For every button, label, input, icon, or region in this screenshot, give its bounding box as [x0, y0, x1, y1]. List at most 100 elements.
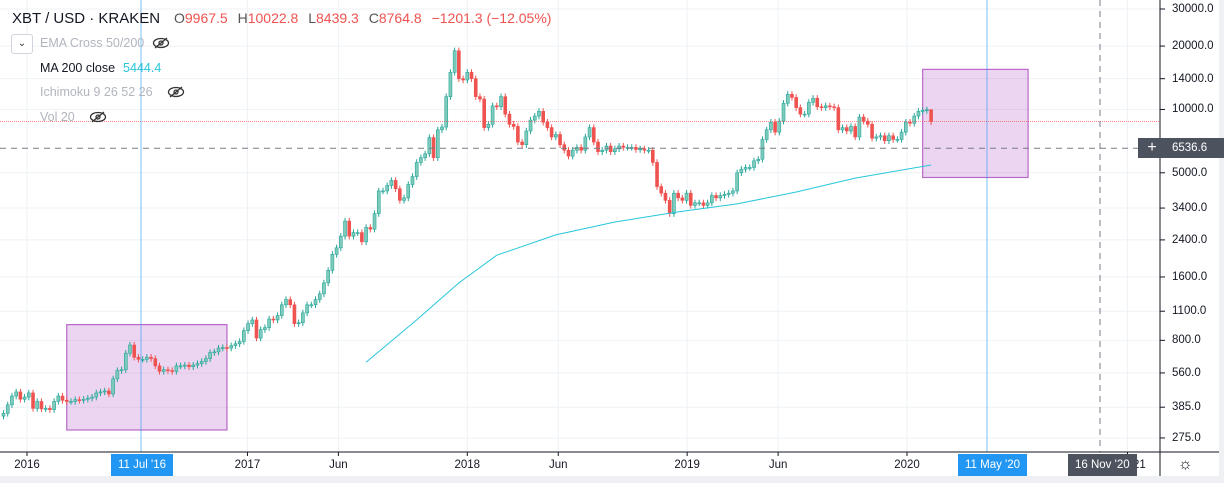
candle-body — [718, 195, 723, 199]
candle-body — [549, 127, 554, 138]
candle — [452, 47, 457, 76]
candle-body — [229, 345, 233, 349]
candle — [655, 159, 659, 190]
candle-body — [773, 121, 777, 133]
candle-body — [1, 413, 6, 417]
high-value: 10022.8 — [247, 10, 299, 26]
candle — [263, 324, 267, 333]
collapse-indicators-button[interactable]: ⌄ — [11, 34, 33, 54]
candle-body — [764, 129, 769, 140]
candle-body — [343, 220, 347, 237]
candle-body — [646, 149, 651, 152]
eye-off-icon[interactable] — [89, 111, 107, 123]
candle-body — [368, 227, 373, 230]
candle-body — [279, 304, 284, 316]
candle-body — [705, 202, 710, 206]
candle — [718, 192, 723, 202]
candle-body — [123, 352, 128, 371]
candle-body — [701, 202, 706, 206]
candle — [381, 187, 385, 195]
candle — [431, 134, 436, 161]
candle-body — [659, 186, 664, 194]
candle — [629, 144, 634, 151]
candle — [94, 389, 99, 401]
add-plus-button[interactable]: + — [1138, 138, 1166, 158]
candle-body — [145, 356, 149, 360]
candle — [469, 69, 474, 82]
rectangle-drawing[interactable] — [66, 324, 228, 431]
candle-body — [330, 254, 335, 271]
candle — [81, 396, 86, 404]
candle — [31, 389, 35, 412]
rectangle-drawing[interactable] — [922, 68, 1029, 179]
candle-body — [132, 344, 137, 358]
candle — [402, 194, 406, 204]
indicator-name: Vol 20 — [40, 110, 75, 124]
candle — [39, 398, 44, 413]
candle-body — [107, 390, 111, 395]
candle-body — [866, 120, 870, 125]
candle — [174, 362, 179, 375]
candle-body — [250, 319, 255, 324]
candle — [448, 69, 453, 100]
candle — [355, 229, 360, 236]
candle-body — [469, 72, 474, 79]
candle — [111, 375, 115, 398]
right-edge — [1219, 0, 1224, 483]
candle — [339, 233, 343, 252]
candle — [777, 117, 782, 136]
candle-body — [410, 176, 415, 185]
candle — [136, 354, 141, 363]
eye-off-icon[interactable] — [152, 37, 170, 49]
candle — [596, 138, 600, 155]
candle-body — [726, 192, 731, 195]
indicator-ichimoku[interactable]: Ichimoku 9 26 52 26 — [40, 85, 185, 99]
overlay-lines — [0, 0, 1160, 452]
indicator-volume[interactable]: Vol 20 — [40, 110, 107, 124]
candle-body — [360, 232, 364, 243]
candle — [558, 131, 562, 148]
candle-body — [566, 149, 571, 157]
candle — [870, 121, 874, 142]
candle — [600, 147, 605, 155]
candle — [123, 350, 128, 373]
candle-body — [111, 378, 115, 395]
candle — [562, 141, 567, 154]
candle — [334, 244, 339, 258]
candle — [246, 320, 250, 334]
y-tick-label: 385.0 — [1172, 401, 1201, 414]
candle — [64, 397, 69, 405]
candle — [275, 312, 280, 324]
candle-body — [870, 123, 874, 139]
candle-body — [43, 408, 48, 410]
eye-off-icon[interactable] — [167, 86, 185, 98]
price-axis[interactable] — [1160, 8, 1165, 439]
marker-time-label-2: 11 May '20 — [958, 454, 1028, 476]
crosshair-time-label: 16 Nov '20 — [1068, 454, 1137, 476]
candle-body — [596, 141, 600, 152]
candle — [351, 229, 356, 240]
candle-body — [495, 105, 499, 108]
candle-body — [322, 282, 326, 295]
candle — [920, 107, 925, 115]
candle-body — [465, 72, 470, 81]
candle — [866, 117, 870, 128]
indicator-ema-cross[interactable]: EMA Cross 50/200 — [40, 36, 170, 50]
candle-body — [153, 358, 158, 367]
candle — [566, 147, 571, 160]
candle-body — [634, 147, 638, 150]
candle-body — [511, 123, 516, 127]
settings-gear-icon[interactable]: ☼ — [1178, 456, 1193, 473]
y-tick-label: 5000.0 — [1172, 166, 1208, 179]
candle — [693, 199, 697, 209]
candle-body — [697, 202, 701, 205]
candle — [478, 93, 482, 103]
candle-body — [743, 167, 748, 170]
candle — [541, 108, 545, 126]
candle-body — [69, 401, 73, 403]
candle — [153, 355, 158, 370]
indicator-ma200[interactable]: MA 200 close 5444.4 — [40, 61, 161, 75]
candle-body — [912, 115, 917, 124]
candle — [347, 217, 352, 240]
